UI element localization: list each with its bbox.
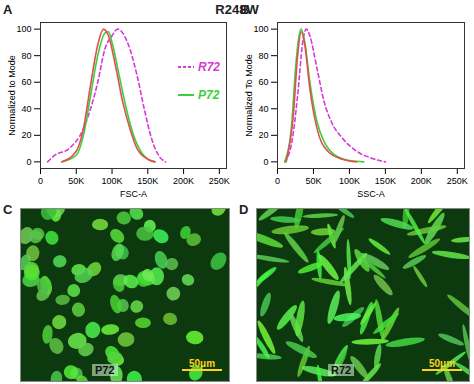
html-text:R72: R72 — [331, 364, 352, 376]
html-text:D: D — [239, 202, 249, 217]
svg-text:60: 60 — [21, 77, 31, 87]
svg-text:200K: 200K — [411, 176, 432, 186]
svg-text:20: 20 — [258, 130, 268, 140]
html-text:R248W: R248W — [215, 2, 259, 17]
svg-text:100: 100 — [16, 24, 31, 34]
svg-text:SSC-A: SSC-A — [357, 189, 385, 199]
svg-text:200K: 200K — [173, 176, 194, 186]
svg-text:0: 0 — [275, 176, 280, 186]
svg-text:50K: 50K — [305, 176, 321, 186]
html-text:50μm: 50μm — [188, 358, 216, 369]
html-text:B: B — [240, 2, 250, 17]
svg-text:80: 80 — [21, 51, 31, 61]
svg-text:100: 100 — [253, 24, 268, 34]
svg-text:100K: 100K — [102, 176, 123, 186]
svg-text:Normalized to Mode: Normalized to Mode — [7, 55, 17, 136]
svg-text:80: 80 — [258, 51, 268, 61]
svg-text:0: 0 — [26, 157, 31, 167]
svg-text:150K: 150K — [375, 176, 396, 186]
svg-text:50K: 50K — [68, 176, 84, 186]
svg-text:FSC-A: FSC-A — [120, 189, 147, 199]
svg-text:100K: 100K — [339, 176, 360, 186]
svg-text:60: 60 — [258, 77, 268, 87]
svg-text:40: 40 — [21, 104, 31, 114]
svg-text:0: 0 — [263, 157, 268, 167]
svg-text:Normalized To Mode: Normalized To Mode — [244, 54, 254, 136]
svg-text:0: 0 — [38, 176, 43, 186]
svg-text:20: 20 — [21, 130, 31, 140]
html-text:P72: P72 — [198, 88, 220, 102]
html-text:A: A — [3, 2, 13, 17]
html-text:50μm: 50μm — [428, 358, 456, 369]
html-text:R72: R72 — [198, 60, 220, 74]
svg-text:250K: 250K — [447, 176, 468, 186]
svg-text:250K: 250K — [209, 176, 230, 186]
html-text:P72: P72 — [95, 364, 115, 376]
svg-text:40: 40 — [258, 104, 268, 114]
html-text:C: C — [3, 202, 13, 217]
svg-text:150K: 150K — [137, 176, 158, 186]
